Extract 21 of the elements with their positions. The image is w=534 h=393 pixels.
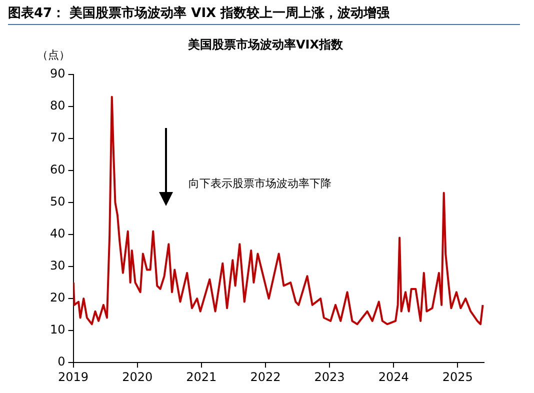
x-tick-label: 2021 xyxy=(186,370,217,384)
y-tick-label: 60 xyxy=(50,162,66,177)
y-tick-label: 70 xyxy=(50,130,66,145)
y-tick-label: 80 xyxy=(50,98,66,113)
y-tick-label: 20 xyxy=(50,290,66,305)
y-tick-label: 30 xyxy=(50,258,66,273)
y-tick-label: 10 xyxy=(50,322,66,337)
y-tick-label: 50 xyxy=(50,194,66,209)
y-tick-label: 0 xyxy=(58,354,66,369)
y-tick-label: 40 xyxy=(50,226,66,241)
y-tick-label: 90 xyxy=(50,66,66,81)
chart-title: 图表47： 美国股票市场波动率 VIX 指数较上一周上涨，波动增强 xyxy=(8,4,390,22)
x-tick-label: 2019 xyxy=(58,370,89,384)
x-tick-label: 2023 xyxy=(314,370,345,384)
x-tick-label: 2025 xyxy=(442,370,473,384)
x-tick-label: 2024 xyxy=(378,370,409,384)
x-tick-label: 2020 xyxy=(122,370,153,384)
chart-subtitle: 美国股票市场波动率VIX指数 xyxy=(186,37,344,52)
y-axis-title: （点） xyxy=(36,48,70,62)
x-tick-label: 2022 xyxy=(250,370,281,384)
annotation: 向下表示股票市场波动率下降 xyxy=(188,176,332,190)
